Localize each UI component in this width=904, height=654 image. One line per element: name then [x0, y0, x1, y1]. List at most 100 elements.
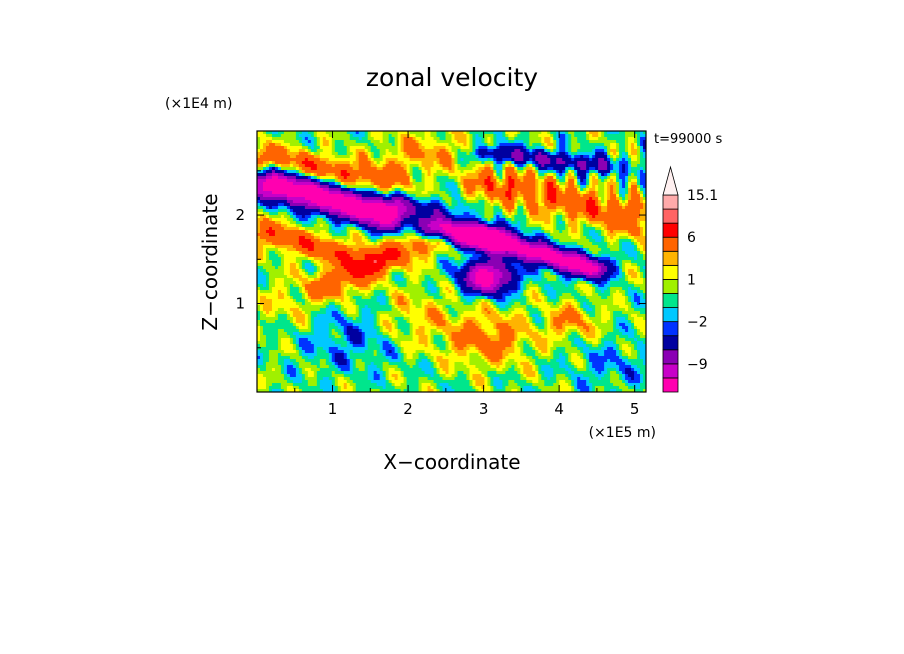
- heatmap-cell: [631, 239, 635, 243]
- heatmap-cell: [556, 197, 560, 201]
- heatmap-cell: [322, 155, 327, 159]
- heatmap-cell: [376, 143, 381, 147]
- heatmap-cell: [325, 170, 330, 174]
- heatmap-cell: [427, 221, 432, 225]
- heatmap-cell: [460, 137, 465, 141]
- heatmap-cell: [340, 209, 345, 213]
- heatmap-cell: [496, 173, 500, 177]
- heatmap-cell: [466, 197, 471, 201]
- heatmap-cell: [448, 167, 453, 171]
- heatmap-cell: [448, 227, 453, 231]
- heatmap-cell: [577, 182, 581, 186]
- heatmap-cell: [415, 218, 420, 222]
- heatmap-cell: [538, 173, 542, 177]
- heatmap-cell: [505, 146, 509, 150]
- heatmap-cell: [607, 236, 611, 240]
- heatmap-cell: [490, 167, 494, 171]
- heatmap-cell: [517, 188, 521, 192]
- heatmap-cell: [388, 146, 393, 150]
- heatmap-cell: [412, 212, 417, 216]
- heatmap-cell: [391, 146, 396, 150]
- heatmap-cell: [358, 212, 363, 216]
- heatmap-cell: [523, 191, 527, 195]
- heatmap-cell: [346, 173, 351, 177]
- heatmap-cell: [391, 200, 396, 204]
- heatmap-cell: [631, 131, 635, 135]
- heatmap-cell: [448, 143, 453, 147]
- heatmap-cell: [257, 209, 261, 213]
- heatmap-cell: [307, 230, 312, 234]
- heatmap-cell: [376, 245, 381, 249]
- heatmap-cell: [637, 173, 641, 177]
- heatmap-cell: [634, 218, 638, 222]
- heatmap-cell: [409, 233, 414, 237]
- heatmap-cell: [313, 206, 318, 210]
- heatmap-cell: [334, 233, 339, 237]
- heatmap-cell: [259, 206, 264, 210]
- heatmap-cell: [310, 137, 315, 141]
- heatmap-cell: [268, 194, 273, 198]
- heatmap-cell: [298, 170, 303, 174]
- heatmap-cell: [334, 149, 339, 153]
- heatmap-cell: [475, 233, 480, 237]
- heatmap-cell: [322, 161, 327, 165]
- heatmap-cell: [616, 170, 620, 174]
- heatmap-cell: [367, 182, 372, 186]
- heatmap-cell: [490, 215, 494, 219]
- heatmap-cell: [478, 182, 483, 186]
- heatmap-cell: [496, 191, 500, 195]
- heatmap-cell: [499, 134, 503, 138]
- heatmap-cell: [634, 227, 638, 231]
- heatmap-cell: [532, 224, 536, 228]
- heatmap-cell: [265, 212, 270, 216]
- heatmap-cell: [553, 221, 557, 225]
- heatmap-cell: [271, 164, 276, 168]
- heatmap-cell: [316, 194, 321, 198]
- heatmap-cell: [277, 191, 282, 195]
- heatmap-cell: [523, 227, 527, 231]
- heatmap-cell: [337, 236, 342, 240]
- heatmap-cell: [598, 155, 602, 159]
- heatmap-cell: [412, 143, 417, 147]
- heatmap-cell: [568, 179, 572, 183]
- heatmap-cell: [619, 197, 623, 201]
- heatmap-cell: [508, 239, 512, 243]
- heatmap-cell: [439, 152, 444, 156]
- heatmap-cell: [403, 155, 408, 159]
- heatmap-cell: [493, 212, 497, 216]
- heatmap-cell: [484, 233, 489, 237]
- heatmap-cell: [586, 179, 590, 183]
- heatmap-cell: [361, 242, 366, 246]
- heatmap-cell: [445, 164, 450, 168]
- heatmap-cell: [382, 227, 387, 231]
- heatmap-cell: [550, 164, 554, 168]
- heatmap-cell: [532, 188, 536, 192]
- heatmap-cell: [535, 206, 539, 210]
- heatmap-cell: [409, 182, 414, 186]
- heatmap-cell: [613, 230, 617, 234]
- heatmap-cell: [292, 158, 297, 162]
- heatmap-cell: [268, 239, 273, 243]
- heatmap-cell: [568, 146, 572, 150]
- heatmap-cell: [286, 149, 291, 153]
- heatmap-cell: [466, 191, 471, 195]
- heatmap-cell: [292, 167, 297, 171]
- heatmap-cell: [577, 188, 581, 192]
- heatmap-cell: [559, 236, 563, 240]
- heatmap-cell: [433, 215, 438, 219]
- heatmap-cell: [442, 149, 447, 153]
- heatmap-cell: [403, 161, 408, 165]
- heatmap-cell: [610, 233, 614, 237]
- heatmap-cell: [415, 188, 420, 192]
- heatmap-cell: [301, 194, 306, 198]
- heatmap-cell: [331, 242, 336, 246]
- heatmap-cell: [643, 167, 646, 171]
- heatmap-cell: [334, 212, 339, 216]
- heatmap-cell: [313, 200, 318, 204]
- heatmap-cell: [586, 155, 590, 159]
- heatmap-cell: [307, 161, 312, 165]
- heatmap-cell: [532, 155, 536, 159]
- heatmap-cell: [586, 146, 590, 150]
- heatmap-cell: [409, 134, 414, 138]
- heatmap-cell: [514, 224, 518, 228]
